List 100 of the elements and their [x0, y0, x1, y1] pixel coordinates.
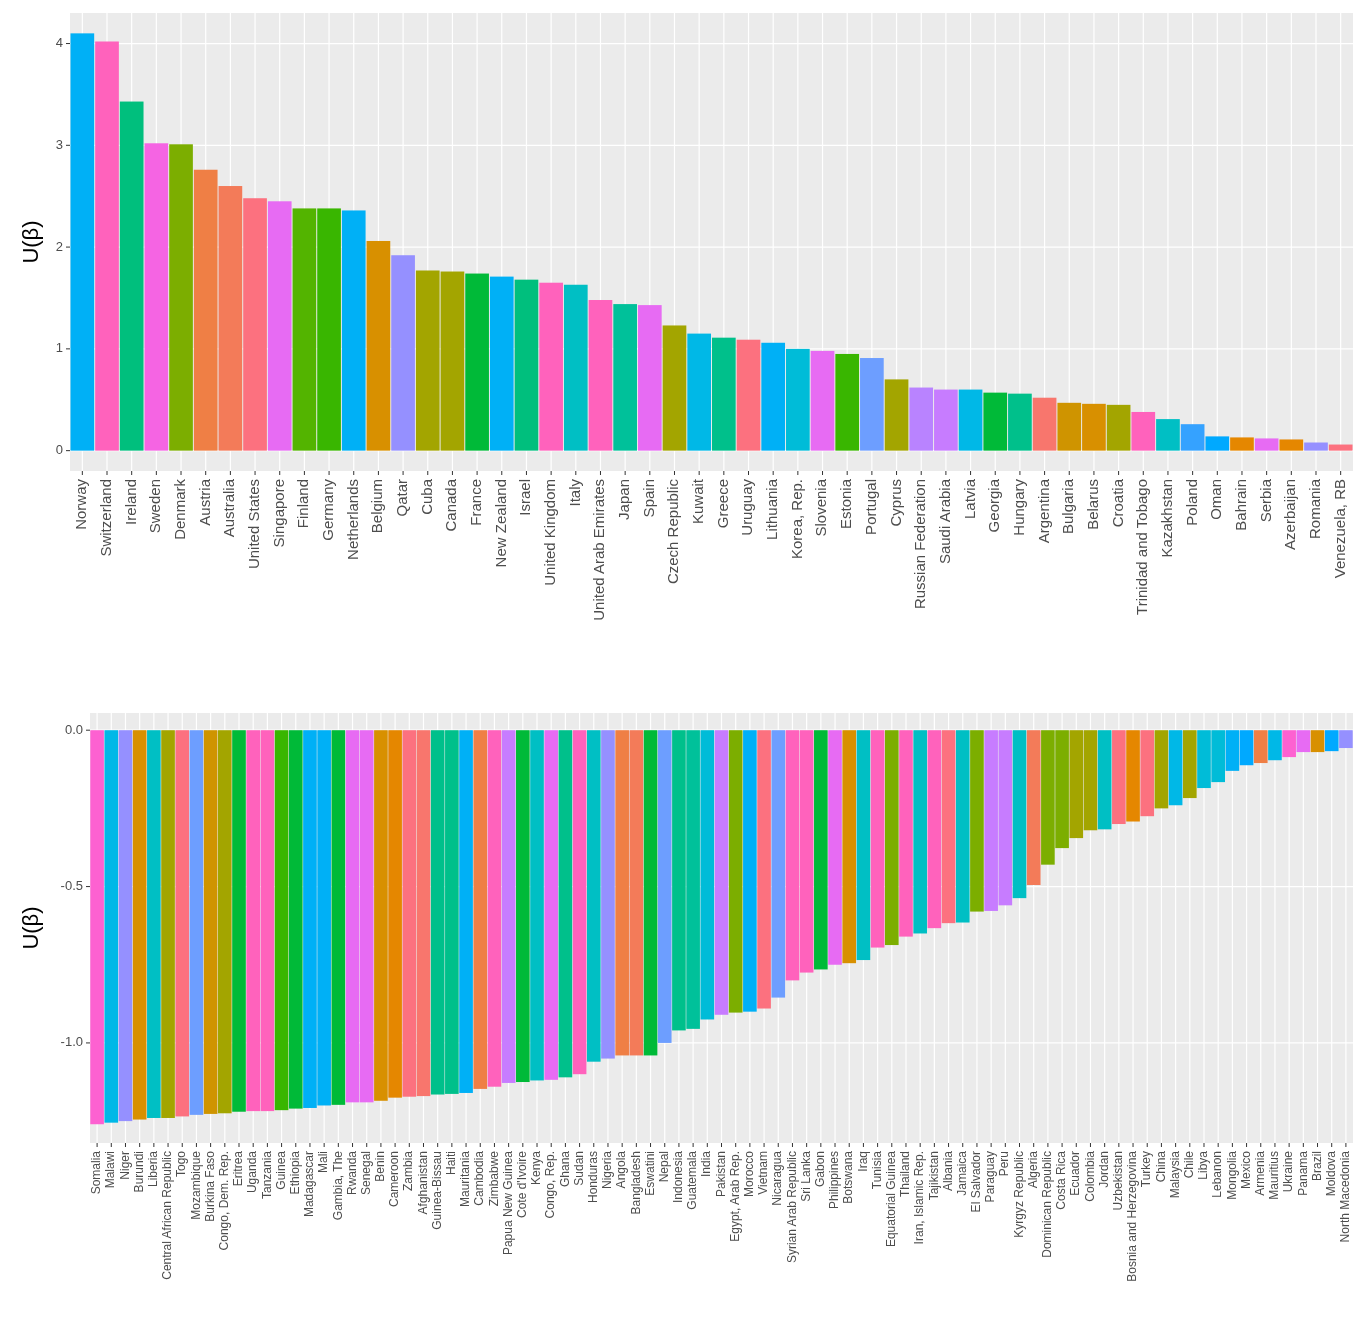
bar: [711, 337, 736, 451]
bar: [317, 208, 341, 451]
bar: [687, 333, 712, 451]
bar: [119, 101, 144, 451]
x-tick-label: Mauritania: [458, 1150, 473, 1208]
bar: [465, 273, 489, 451]
x-tick-label: Senegal: [358, 1151, 373, 1196]
x-tick-label: Gambia, The: [330, 1150, 345, 1221]
bar: [193, 169, 218, 451]
bar: [1156, 419, 1180, 451]
x-tick-label: Spain: [639, 479, 657, 518]
x-tick-label: United Kingdom: [541, 479, 559, 586]
x-tick-label: Peru: [997, 1151, 1012, 1177]
x-tick-label: Belgium: [368, 479, 386, 534]
x-tick-label: Panama: [1295, 1150, 1310, 1196]
x-tick-label: Malawi: [103, 1151, 118, 1189]
bar: [613, 304, 637, 451]
bar: [1230, 437, 1254, 451]
x-tick-label: Sudan: [571, 1151, 586, 1186]
x-tick-label: Mongolia: [1224, 1150, 1239, 1200]
x-tick-label: Ethiopia: [287, 1150, 302, 1195]
bar: [786, 348, 810, 451]
x-tick-label: Turkey: [1139, 1151, 1154, 1188]
x-tick-label: Rwanda: [344, 1150, 359, 1196]
x-tick-label: Lebanon: [1210, 1151, 1225, 1198]
x-tick-label: Malaysia: [1167, 1150, 1182, 1199]
x-tick-label: Uruguay: [738, 478, 756, 536]
x-tick-label: Netherlands: [343, 479, 361, 560]
y-tick-label: -0.5: [60, 878, 83, 893]
x-tick-label: Angola: [614, 1150, 629, 1189]
x-tick-label: Liberia: [146, 1150, 161, 1188]
x-tick-label: Bulgaria: [1059, 478, 1077, 535]
bar: [563, 284, 588, 451]
x-tick-label: Ecuador: [1068, 1151, 1083, 1196]
x-tick-label: Switzerland: [96, 479, 114, 557]
x-tick-label: Gabon: [813, 1151, 828, 1188]
x-tick-label: Togo: [174, 1150, 189, 1178]
x-tick-label: Poland: [1182, 479, 1200, 526]
bar: [218, 186, 243, 451]
x-tick-label: Paraguay: [983, 1151, 998, 1203]
x-tick-label: Botswana: [841, 1150, 856, 1204]
x-tick-label: Australia: [220, 478, 238, 538]
x-tick-label: Estonia: [837, 478, 855, 530]
x-tick-label: Hungary: [1009, 478, 1027, 536]
y-tick-label: -1.0: [60, 1034, 83, 1050]
bar: [341, 210, 366, 451]
x-tick-label: Somalia: [89, 1150, 104, 1195]
x-tick-label: Nicaragua: [770, 1150, 785, 1206]
x-tick-label: Italy: [565, 478, 583, 507]
x-tick-label: Bosnia and Herzegovina: [1125, 1150, 1140, 1282]
x-tick-label: Uzbekistan: [1111, 1151, 1126, 1211]
bar: [1328, 444, 1353, 451]
x-tick-label: Tajikistan: [926, 1151, 941, 1201]
x-tick-label: Tanzania: [259, 1150, 274, 1200]
bar: [1180, 424, 1205, 451]
bar: [391, 255, 415, 451]
x-tick-label: Kuwait: [689, 478, 707, 525]
x-tick-label: Cote d'Ivoire: [515, 1150, 529, 1218]
bar: [934, 389, 958, 451]
x-tick-label: Guinea-Bissau: [429, 1151, 444, 1230]
x-tick-label: France: [467, 479, 485, 526]
bar: [366, 240, 391, 451]
bar: [1304, 442, 1328, 451]
y-tick-label: 3: [55, 136, 63, 152]
bar: [860, 358, 884, 451]
x-tick-label: Canada: [442, 478, 460, 532]
x-tick-label: Bahrain: [1231, 479, 1249, 531]
x-tick-label: North Macedonia: [1338, 1150, 1353, 1243]
x-tick-label: Trinidad and Tobago: [1133, 479, 1151, 615]
x-tick-label: Madagascar: [302, 1151, 317, 1218]
bar: [267, 201, 292, 451]
x-tick-label: Thailand: [898, 1151, 913, 1198]
x-tick-label: Denmark: [171, 478, 188, 540]
x-tick-label: Sweden: [146, 479, 164, 534]
bar: [637, 305, 662, 451]
x-tick-label: Germany: [319, 478, 337, 541]
x-tick-label: Romania: [1305, 478, 1323, 540]
x-tick-label: Ukraine: [1281, 1150, 1296, 1193]
bar: [810, 350, 835, 451]
bar: [1131, 411, 1156, 451]
bar: [292, 208, 317, 451]
x-tick-label: Equatorial Guinea: [883, 1150, 898, 1248]
x-tick-label: Costa Rica: [1054, 1150, 1069, 1210]
x-tick-label: Saudi Arabia: [935, 478, 953, 565]
bar: [95, 41, 119, 451]
x-tick-label: Zambia: [401, 1150, 416, 1192]
x-tick-label: Sri Lanka: [798, 1150, 813, 1202]
bar: [884, 379, 909, 451]
x-tick-label: Kyrgyz Republic: [1011, 1151, 1026, 1238]
x-tick-label: Russian Federation: [911, 479, 929, 610]
x-tick-label: Congo, Dem. Rep.: [216, 1151, 231, 1251]
x-tick-label: Ireland: [121, 479, 139, 525]
x-tick-label: Egypt, Arab Rep.: [727, 1151, 742, 1242]
x-tick-label: Haiti: [444, 1151, 459, 1176]
bar: [1106, 404, 1131, 451]
x-tick-label: Benin: [373, 1151, 388, 1182]
x-tick-label: Vietnam: [756, 1151, 771, 1195]
x-tick-label: Zimbabwe: [486, 1150, 501, 1207]
x-tick-label: Dominican Republic: [1040, 1151, 1055, 1258]
x-tick-label: United Arab Emirates: [590, 479, 608, 621]
